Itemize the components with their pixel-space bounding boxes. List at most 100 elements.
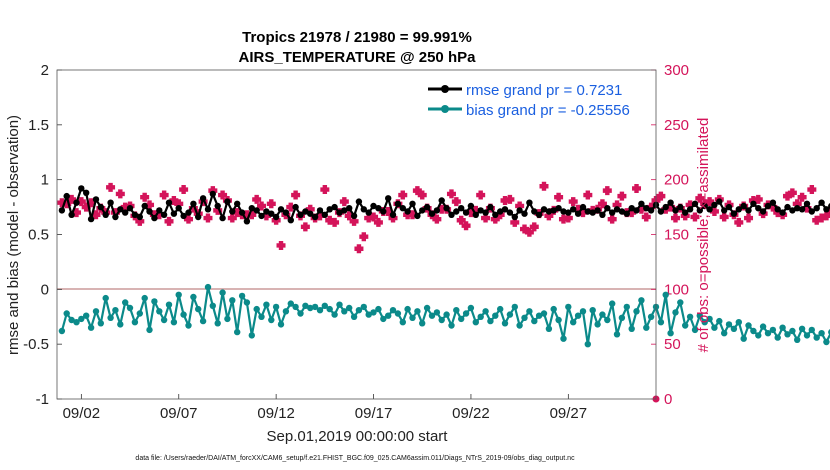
bias-point [823, 338, 830, 346]
obs-point [208, 186, 218, 196]
legend-bias-marker [441, 105, 449, 113]
obs-point [607, 214, 617, 224]
obs-point [481, 213, 491, 223]
rmse-point [511, 213, 518, 221]
rmse-point [677, 203, 684, 211]
bias-point [83, 312, 90, 319]
rmse-point [268, 210, 275, 217]
y-tick-label: -1 [36, 391, 49, 408]
plot-area [57, 70, 656, 399]
obs-point [106, 182, 116, 192]
bias-point [68, 316, 75, 324]
bias-point [531, 317, 538, 325]
rmse-point [321, 211, 328, 218]
y-right-tick-label: 50 [664, 336, 681, 353]
rmse-point [292, 203, 299, 211]
bias-point [584, 341, 591, 348]
rmse-point [102, 211, 109, 218]
obs-point [179, 185, 189, 195]
rmse-point [341, 207, 348, 214]
obs-point [656, 191, 666, 201]
rmse-point [696, 207, 703, 214]
bias-point [769, 326, 777, 334]
obs-point [71, 208, 81, 218]
obs-point [164, 216, 174, 226]
obs-point [305, 204, 315, 214]
obs-point [183, 214, 193, 224]
bias-point [453, 307, 460, 314]
obs-point [369, 212, 379, 222]
bias-point [540, 310, 548, 317]
bias-point [497, 305, 504, 313]
rmse-point [136, 213, 143, 221]
bias-point [399, 319, 406, 326]
x-tick-label: 09/22 [452, 405, 490, 422]
bias-point [735, 319, 742, 326]
obs-point [188, 203, 198, 213]
x-tick-label: 09/07 [160, 405, 198, 422]
obs-point [554, 192, 564, 202]
rmse-point [336, 209, 343, 216]
bias-point [63, 310, 70, 317]
rmse-point [789, 207, 796, 214]
obs-point [641, 212, 651, 222]
rmse-point [428, 210, 436, 217]
rmse-point [691, 200, 699, 207]
bias-point [195, 305, 202, 313]
obs-point [408, 210, 418, 220]
obs-point [573, 204, 583, 214]
bias-point [380, 315, 387, 323]
x-axis-label: Sep.01,2019 00:00:00 start [267, 428, 449, 445]
obs-point [505, 194, 515, 204]
rmse-point [224, 198, 231, 205]
obs-point [773, 208, 783, 218]
bias-point [297, 310, 304, 317]
bias-point [438, 316, 445, 324]
rmse-point [365, 209, 372, 216]
bias-point [633, 308, 640, 315]
obs-point [437, 204, 447, 214]
bias-point [613, 331, 621, 338]
bias-point [346, 304, 353, 312]
bias-point [146, 326, 153, 334]
obs-point [252, 194, 262, 204]
bias-point [97, 320, 105, 327]
obs-point [563, 213, 573, 223]
bias-point [574, 312, 582, 319]
rmse-point [58, 207, 66, 214]
bias-point [472, 319, 479, 326]
obs-point [646, 202, 656, 212]
obs-point [247, 210, 257, 220]
obs-point [787, 188, 797, 198]
chart-title: Tropics 21978 / 21980 = 99.991% [242, 29, 472, 46]
rmse-point [219, 214, 226, 222]
rmse-point [277, 206, 285, 213]
obs-point [529, 222, 539, 232]
bias-point [141, 294, 148, 302]
rmse-point [282, 209, 290, 216]
rmse-point [97, 203, 105, 211]
bias-point [609, 300, 616, 307]
rmse-point [555, 205, 562, 212]
obs-point [544, 211, 554, 221]
obs-point [568, 197, 578, 207]
bias-point [160, 316, 168, 324]
bias-point [638, 297, 645, 304]
rmse-point [409, 200, 416, 207]
y-axis-right-ticks: 0 50 100 150 200 250 300 [651, 62, 689, 408]
obs-point [670, 213, 680, 223]
obs-point [242, 210, 252, 220]
rmse-point [808, 208, 815, 215]
bias-point [550, 305, 557, 313]
bias-point [336, 301, 343, 308]
obs-point [257, 201, 267, 211]
bias-point [545, 325, 553, 332]
rmse-point [243, 218, 251, 225]
rmse-point [453, 208, 460, 215]
bias-point [117, 321, 124, 328]
rmse-point [672, 207, 679, 214]
bias-point [477, 313, 484, 320]
y-axis-right-label: # of obs: o=possible; ×=assimilated [695, 118, 712, 353]
bias-point [730, 325, 738, 332]
rmse-point [370, 202, 377, 210]
